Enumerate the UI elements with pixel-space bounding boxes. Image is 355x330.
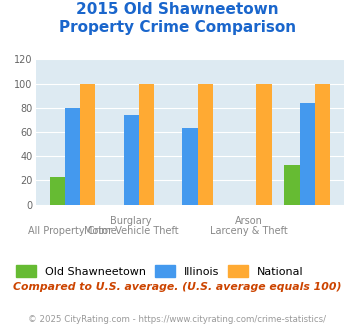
Text: 2015 Old Shawneetown: 2015 Old Shawneetown <box>76 2 279 16</box>
Bar <box>256 83 272 205</box>
Text: Compared to U.S. average. (U.S. average equals 100): Compared to U.S. average. (U.S. average … <box>13 282 342 292</box>
Bar <box>80 83 95 205</box>
Bar <box>284 165 300 205</box>
Text: All Property Crime: All Property Crime <box>28 226 117 236</box>
Bar <box>315 83 330 205</box>
Bar <box>198 83 213 205</box>
Bar <box>139 83 154 205</box>
Text: Larceny & Theft: Larceny & Theft <box>210 226 288 236</box>
Bar <box>50 177 65 205</box>
Bar <box>124 115 139 205</box>
Text: Property Crime Comparison: Property Crime Comparison <box>59 20 296 35</box>
Legend: Old Shawneetown, Illinois, National: Old Shawneetown, Illinois, National <box>16 265 304 277</box>
Bar <box>300 103 315 205</box>
Text: Motor Vehicle Theft: Motor Vehicle Theft <box>84 226 179 236</box>
Bar <box>65 108 80 205</box>
Text: Burglary: Burglary <box>110 216 152 226</box>
Text: © 2025 CityRating.com - https://www.cityrating.com/crime-statistics/: © 2025 CityRating.com - https://www.city… <box>28 315 327 324</box>
Bar <box>182 128 198 205</box>
Text: Arson: Arson <box>235 216 263 226</box>
